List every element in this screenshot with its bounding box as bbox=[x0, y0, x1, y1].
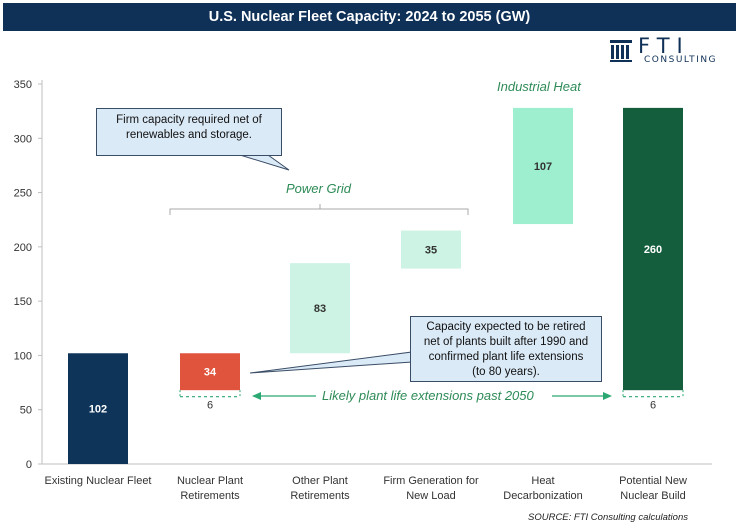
x-tick-label: Other Plant Retirements bbox=[290, 475, 350, 502]
logo-subtitle: CONSULTING bbox=[644, 55, 718, 65]
callout-retired-line-3: confirmed plant life extensions bbox=[428, 351, 584, 363]
bar bbox=[623, 107, 683, 391]
y-tick-label: 300 bbox=[14, 133, 32, 145]
bar bbox=[180, 353, 240, 391]
bar bbox=[68, 353, 128, 464]
extension-arrow-left-head bbox=[252, 392, 261, 400]
y-tick-label: 200 bbox=[14, 242, 32, 254]
y-tick-label: 350 bbox=[14, 79, 32, 91]
callout-retired-line-4: (to 80 years). bbox=[472, 366, 540, 378]
bar-data-label: 34 bbox=[204, 367, 217, 379]
y-tick-label: 0 bbox=[26, 459, 32, 471]
callout-retired-capacity: Capacity expected to be retired net of p… bbox=[410, 316, 602, 382]
bar-data-label: 35 bbox=[425, 245, 437, 257]
dashed-segment-label: 6 bbox=[207, 400, 213, 412]
bar-data-label: 260 bbox=[644, 244, 662, 256]
x-tick-label: Firm Generation for New Load bbox=[383, 475, 479, 502]
extension-arrow-right-head bbox=[603, 392, 612, 400]
callout-firm-line-2: renewables and storage. bbox=[126, 129, 252, 141]
source-note: SOURCE: FTI Consulting calculations bbox=[528, 512, 688, 523]
x-tick-label: Heat Decarbonization bbox=[503, 475, 583, 502]
power-grid-bracket bbox=[169, 204, 469, 215]
callout-retired-line-2: net of plants built after 1990 and bbox=[423, 336, 589, 348]
y-tick-label: 250 bbox=[14, 188, 32, 200]
bar bbox=[401, 230, 461, 269]
industrial-heat-label: Industrial Heat bbox=[497, 79, 581, 94]
bar-data-label: 102 bbox=[89, 404, 107, 416]
callout-retired-pointer bbox=[249, 351, 413, 374]
dashed-segment-label: 6 bbox=[650, 400, 656, 412]
bar-data-label: 83 bbox=[314, 303, 326, 315]
callout-retired-line-1: Capacity expected to be retired bbox=[426, 321, 586, 333]
fti-logo-icon bbox=[610, 40, 632, 62]
chart-title: U.S. Nuclear Fleet Capacity: 2024 to 205… bbox=[3, 3, 736, 31]
callout-firm-line-1: Firm capacity required net of bbox=[116, 114, 262, 126]
x-tick-label: Potential New Nuclear Build bbox=[619, 475, 687, 502]
y-tick-label: 150 bbox=[14, 296, 32, 308]
extensions-label: Likely plant life extensions past 2050 bbox=[322, 388, 534, 403]
callout-firm-capacity: Firm capacity required net of renewables… bbox=[96, 108, 282, 156]
y-tick-label: 50 bbox=[20, 405, 32, 417]
logo-name: FTI bbox=[638, 34, 690, 58]
bar-data-label: 107 bbox=[534, 161, 552, 173]
callout-firm-pointer bbox=[239, 154, 290, 171]
x-tick-label: Existing Nuclear Fleet bbox=[45, 475, 152, 487]
bar bbox=[513, 107, 573, 225]
power-grid-label: Power Grid bbox=[286, 181, 352, 196]
bar bbox=[290, 263, 350, 354]
y-tick-label: 100 bbox=[14, 350, 32, 362]
x-tick-label: Nuclear Plant Retirements bbox=[177, 475, 243, 502]
